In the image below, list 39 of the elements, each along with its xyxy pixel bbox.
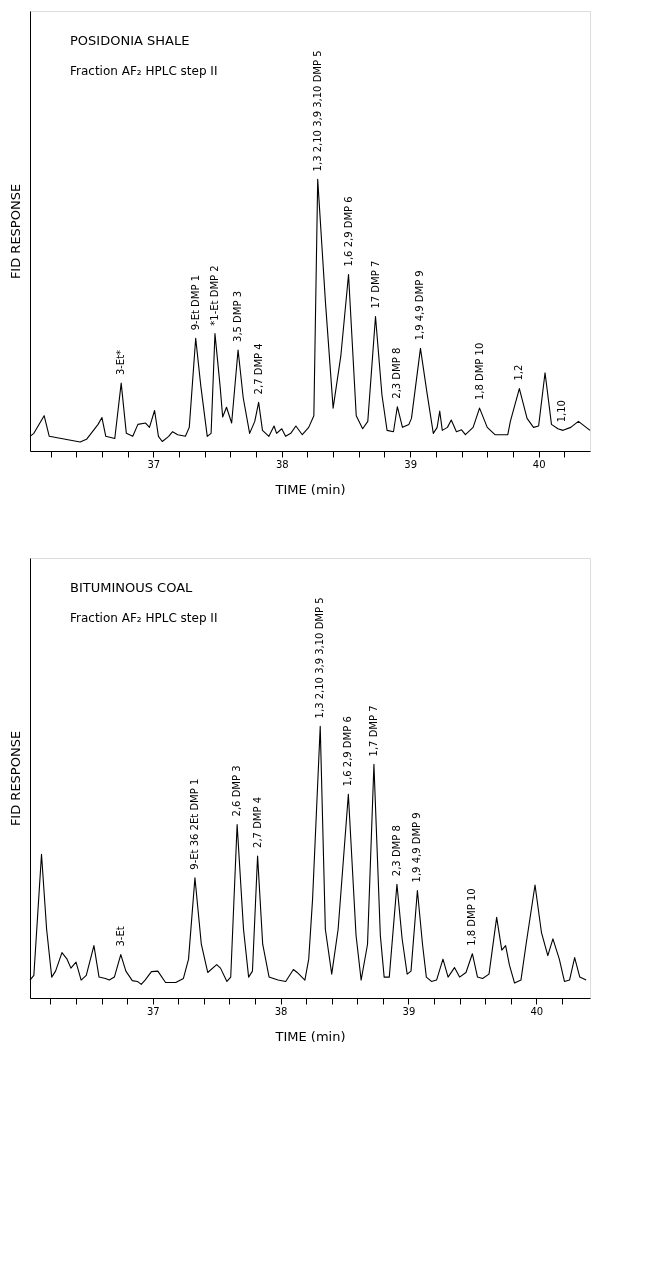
x-tick-label: 40: [530, 1005, 544, 1017]
annotation: 1,8 DMP 10: [473, 342, 485, 401]
annotation: 1,8 DMP 10: [466, 888, 478, 946]
annotation: 17 DMP 7: [369, 260, 381, 309]
chart-subtitle: Fraction AF₂ HPLC step II: [70, 64, 218, 78]
x-tick-label: 40: [532, 458, 546, 470]
annotation: *1-Et DMP 2: [208, 265, 220, 326]
x-tick-label: 39: [404, 458, 418, 470]
annotation: 1,6 2,9 DMP 6: [342, 196, 354, 267]
chart-subtitle: Fraction AF₂ HPLC step II: [70, 611, 218, 625]
annotation: 3-Et: [114, 926, 126, 947]
x-tick-label: 38: [274, 1005, 288, 1017]
x-tick-label: 37: [147, 458, 161, 470]
chart-title: BITUMINOUS COAL: [70, 580, 194, 595]
annotation: 3,5 DMP 3: [232, 290, 244, 342]
chart-title: POSIDONIA SHALE: [70, 33, 190, 48]
annotation: 1,9 4,9 DMP 9: [411, 812, 423, 883]
x-tick-label: 38: [275, 458, 289, 470]
x-tick-label: 37: [146, 1005, 160, 1017]
annotation: 9-Et DMP 1: [189, 274, 201, 331]
annotation: 2,3 DMP 8: [391, 347, 403, 399]
annotation: 1,2: [513, 364, 525, 381]
annotation: 2,6 DMP 3: [231, 765, 243, 817]
x-axis-title: TIME (min): [274, 1028, 346, 1044]
annotation: 1,6 2,9 DMP 6: [342, 716, 354, 787]
annotation: 1,9 4,9 DMP 9: [414, 270, 426, 341]
annotation: 1,7 DMP 7: [367, 705, 379, 757]
annotation: 9-Et 36 2Et DMP 1: [188, 778, 200, 870]
annotation: 1,10: [555, 400, 567, 423]
y-axis-title: FID RESPONSE: [7, 183, 23, 280]
annotation: 2,7 DMP 4: [252, 343, 264, 395]
annotation: 3-Et*: [115, 349, 127, 376]
annotation: 2,3 DMP 8: [390, 825, 402, 877]
x-tick-label: 39: [402, 1005, 416, 1017]
annotation: 2,7 DMP 4: [251, 796, 263, 848]
annotation: 1,3 2,10 3,9 3,10 DMP 5: [311, 50, 323, 172]
annotation: 1,3 2,10 3,9 3,10 DMP 5: [314, 597, 326, 719]
x-axis-title: TIME (min): [274, 481, 346, 497]
y-axis-title: FID RESPONSE: [7, 730, 23, 827]
